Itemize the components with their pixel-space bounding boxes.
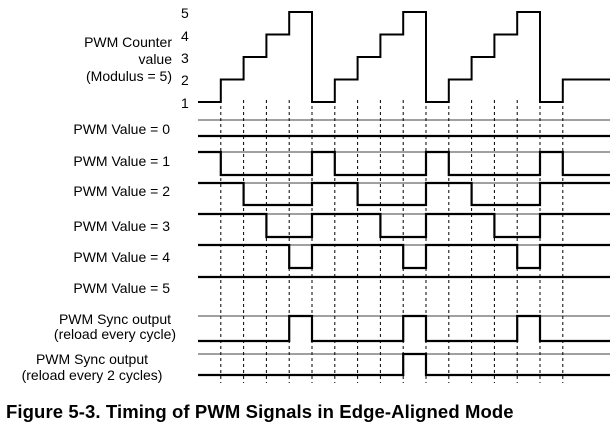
row-label-sync-1-line-2: (reload every cycle) — [53, 326, 177, 342]
figure-caption: Figure 5-3. Timing of PWM Signals in Edg… — [6, 401, 514, 422]
row-label-pwm-4: PWM Value = 4 — [73, 249, 170, 265]
counter-level-1: 1 — [181, 95, 189, 111]
signal-traces — [198, 119, 610, 377]
counter-level-2: 2 — [181, 72, 189, 88]
row-label-sync-2-line-2: (reload every 2 cycles) — [21, 367, 163, 383]
counter-label-line-1: PWM Counter — [84, 34, 172, 50]
signal-trace-row-3 — [198, 212, 610, 239]
counter-level-5: 5 — [181, 5, 189, 21]
counter-level-4: 4 — [181, 28, 189, 44]
counter-staircase-trace — [198, 11, 610, 103]
row-label-sync-2-line-1: PWM Sync output — [35, 351, 149, 367]
timing-diagram — [198, 11, 610, 383]
signal-trace-row-7 — [198, 352, 610, 377]
counter-label-line-3: (Modulus = 5) — [86, 68, 172, 84]
signal-trace-row-1 — [198, 150, 610, 177]
row-label-pwm-3: PWM Value = 3 — [73, 218, 170, 234]
signal-trace-row-4 — [198, 243, 610, 270]
row-label-pwm-1: PWM Value = 1 — [73, 153, 170, 169]
signal-trace-row-2 — [198, 181, 610, 207]
counter-staircase — [198, 11, 610, 103]
counter-label-line-2: value — [138, 51, 172, 67]
row-label-pwm-0: PWM Value = 0 — [73, 121, 170, 137]
signal-trace-row-6 — [198, 314, 610, 343]
row-label-pwm-2: PWM Value = 2 — [73, 183, 170, 199]
counter-level-3: 3 — [181, 50, 189, 66]
row-label-pwm-5: PWM Value = 5 — [73, 280, 170, 296]
row-label-sync-1-line-1: PWM Sync output — [58, 311, 172, 327]
